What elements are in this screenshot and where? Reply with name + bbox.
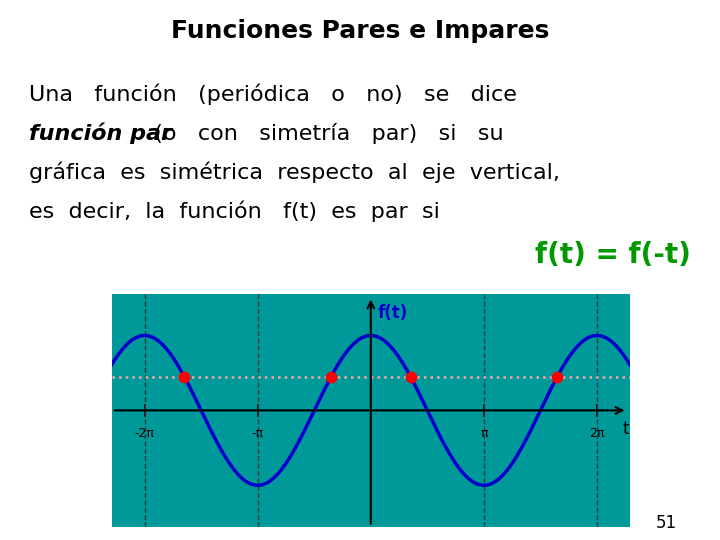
Text: -π: -π bbox=[252, 427, 264, 440]
Text: 51: 51 bbox=[656, 514, 677, 532]
Text: -2π: -2π bbox=[135, 427, 155, 440]
Text: Funciones Pares e Impares: Funciones Pares e Impares bbox=[171, 19, 549, 43]
Point bbox=[179, 373, 190, 381]
Text: Una   función   (periódica   o   no)   se   dice: Una función (periódica o no) se dice bbox=[29, 84, 517, 105]
Text: es  decir,  la  función   f(t)  es  par  si: es decir, la función f(t) es par si bbox=[29, 200, 440, 222]
Text: (o   con   simetría   par)   si   su: (o con simetría par) si su bbox=[140, 123, 504, 144]
Text: f(t) = f(-t): f(t) = f(-t) bbox=[536, 241, 691, 269]
Point bbox=[552, 373, 563, 381]
Point bbox=[325, 373, 337, 381]
Text: π: π bbox=[480, 427, 487, 440]
Text: gráfica  es  simétrica  respecto  al  eje  vertical,: gráfica es simétrica respecto al eje ver… bbox=[29, 161, 559, 183]
Point bbox=[405, 373, 416, 381]
Text: 2π: 2π bbox=[589, 427, 605, 440]
Text: t: t bbox=[622, 420, 629, 438]
Text: función par: función par bbox=[29, 123, 172, 144]
Text: f(t): f(t) bbox=[377, 303, 408, 322]
